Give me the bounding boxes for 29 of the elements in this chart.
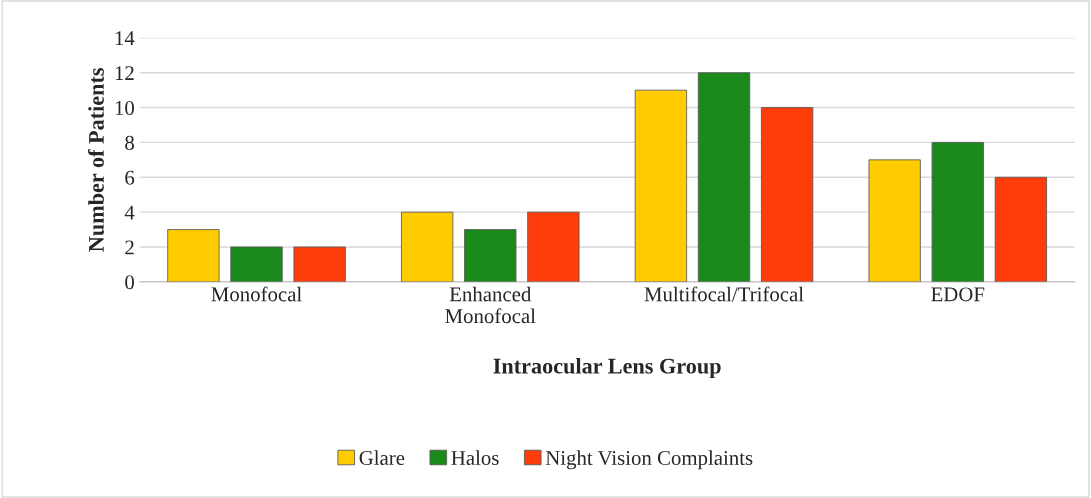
bar [634, 89, 688, 282]
bar [401, 211, 454, 282]
legend-label: Glare [359, 450, 405, 465]
bar [230, 246, 283, 282]
legend-label: Halos [451, 450, 499, 465]
bar [167, 229, 220, 282]
legend-label: Night Vision Complaints [545, 450, 753, 470]
bar [293, 246, 346, 282]
y-axis-title: Number of Patients [88, 68, 104, 252]
y-tick-label: 10 [115, 100, 134, 115]
y-tick-label: 12 [115, 66, 134, 80]
x-tick-label: EDOF [931, 287, 985, 302]
y-tick-label: 14 [115, 31, 135, 46]
x-axis-title: Intraocular Lens Group [493, 357, 721, 379]
bar [464, 229, 517, 282]
bar [994, 176, 1048, 282]
y-tick-label: 0 [125, 275, 134, 290]
x-tick-label: Monofocal [211, 286, 302, 302]
bar [868, 159, 921, 282]
y-tick-label: 8 [125, 135, 134, 150]
bar [697, 72, 751, 282]
bar [931, 142, 984, 282]
y-tick-label: 2 [125, 240, 134, 255]
y-tick-label: 6 [125, 170, 135, 185]
bar [527, 211, 580, 282]
x-tick-label: Multifocal/Trifocal [644, 286, 804, 302]
bar [760, 107, 814, 282]
y-tick-label: 4 [124, 205, 135, 220]
x-tick-label: Enhanced Monofocal [445, 286, 536, 324]
